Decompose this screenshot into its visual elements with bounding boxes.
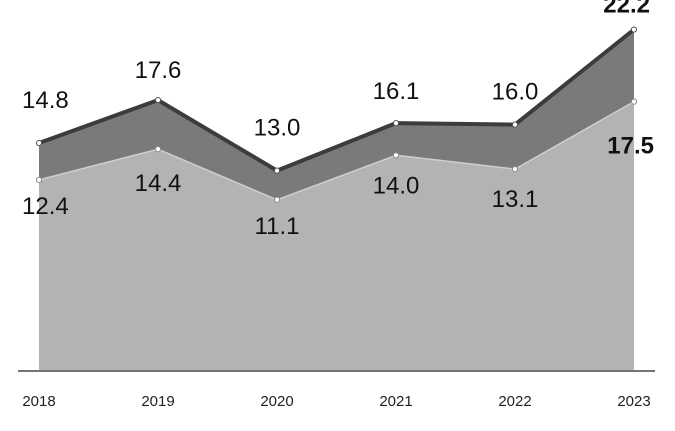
- area-upper-series: [39, 29, 634, 200]
- data-label-lower-2018: 12.4: [22, 193, 69, 220]
- line-upper-series: [38, 27, 636, 173]
- data-label-lower-2020: 11.1: [255, 213, 300, 240]
- marker-lower-2019: [154, 146, 162, 153]
- data-label-lower-2021: 14.0: [373, 172, 420, 199]
- x-tick-2021: 2021: [379, 393, 412, 410]
- line-layer: [38, 27, 636, 201]
- marker-lower-2018: [35, 176, 43, 183]
- data-label-lower-2023: 17.5: [607, 133, 654, 160]
- x-tick-2022: 2022: [498, 393, 531, 410]
- marker-lower-2020: [273, 196, 281, 203]
- data-label-upper-2019: 17.6: [135, 57, 182, 84]
- area-lower-series: [39, 101, 634, 370]
- x-tick-2023: 2023: [617, 393, 650, 410]
- data-label-upper-2020: 13.0: [254, 115, 301, 142]
- data-label-upper-2021: 16.1: [373, 78, 420, 105]
- line-lower-series: [38, 100, 635, 201]
- marker-lower-2023: [630, 98, 638, 105]
- data-label-upper-2023: 22.2: [603, 0, 650, 19]
- area-layer: [39, 29, 634, 370]
- data-label-upper-2018: 14.8: [22, 87, 69, 114]
- x-tick-2018: 2018: [22, 393, 55, 410]
- marker-layer: [35, 26, 638, 203]
- marker-upper-2018: [35, 139, 43, 147]
- marker-upper-2022: [511, 121, 519, 128]
- x-tick-labels: 2018 2019 2020 2021 2022 2023: [22, 393, 650, 410]
- data-label-lower-2019: 14.4: [135, 170, 182, 197]
- x-tick-2019: 2019: [141, 393, 174, 410]
- marker-upper-2019: [154, 96, 162, 104]
- marker-upper-2020: [273, 167, 281, 174]
- marker-lower-2021: [392, 152, 400, 159]
- data-label-lower-2022: 13.1: [492, 186, 539, 213]
- data-label-upper-2022: 16.0: [492, 79, 539, 106]
- marker-upper-2023: [630, 26, 638, 33]
- data-labels: 14.8 17.6 13.0 16.1 16.0 22.2 12.4 14.4 11.1 14.0…: [22, 0, 654, 240]
- marker-lower-2022: [511, 165, 519, 173]
- x-tick-2020: 2020: [260, 393, 293, 410]
- marker-upper-2021: [392, 119, 400, 127]
